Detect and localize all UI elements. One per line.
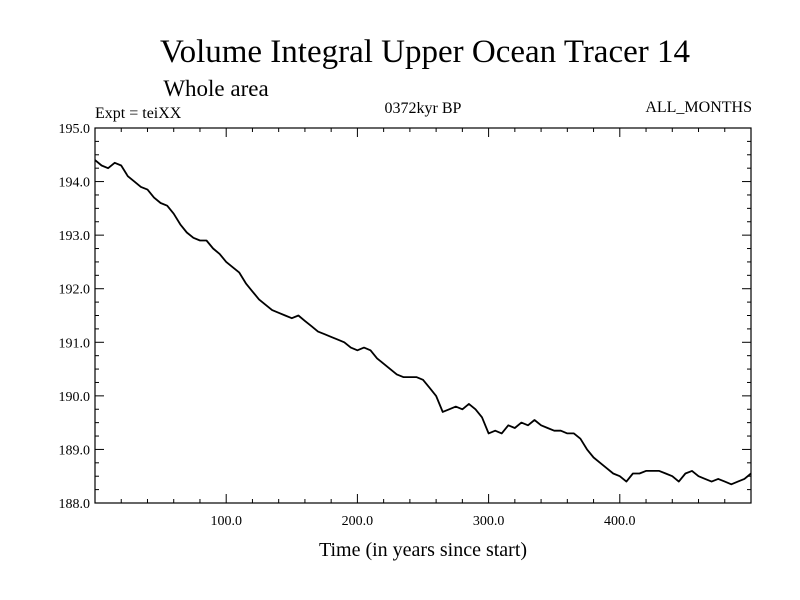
x-axis-label: Time (in years since start) [319,539,527,561]
x-tick-label: 400.0 [604,514,636,529]
x-tick-label: 200.0 [342,514,374,529]
x-tick-label: 300.0 [473,514,505,529]
y-tick-label: 195.0 [59,122,91,137]
plot-frame [94,127,752,504]
chart-subtitle: Whole area [163,76,268,101]
experiment-label: Expt = teiXX [95,105,182,122]
plot-area [94,159,752,486]
x-tick-label: 100.0 [210,514,242,529]
y-tick-label: 191.0 [59,336,91,351]
series-line [94,159,752,486]
y-tick-label: 192.0 [59,283,91,298]
y-tick-label: 189.0 [59,443,91,458]
chart-title: Volume Integral Upper Ocean Tracer 14 [160,34,690,70]
y-tick-label: 193.0 [59,229,91,244]
axes-group: 188.0 189.0 190.0 191.0 192.0 193.0 194.0 195.0… [59,122,751,529]
y-tick-label: 190.0 [59,390,91,405]
y-tick-label: 188.0 [59,497,91,512]
months-label: ALL_MONTHS [645,99,752,116]
y-tick-label: 194.0 [59,176,91,191]
period-label: 0372kyr BP [385,100,462,117]
